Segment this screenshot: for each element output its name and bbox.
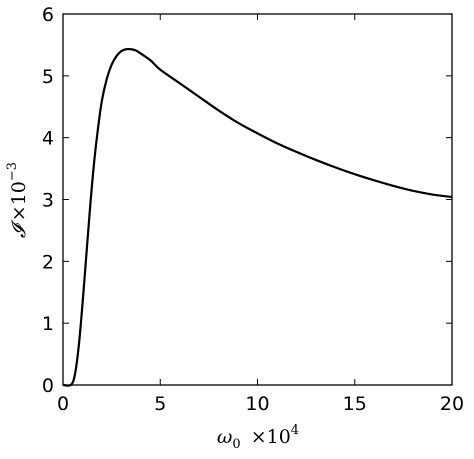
x-tick-label: 15	[343, 393, 367, 415]
y-tick-label: 3	[42, 190, 54, 212]
plot-frame	[62, 13, 453, 386]
plot-area	[62, 47, 453, 387]
axis-tick-labels: 0 5 10 15 20 0 1 2 3 4 5 6	[42, 4, 464, 415]
y-tick-label: 1	[42, 313, 54, 335]
x-tick-label: 5	[154, 393, 166, 415]
series-line	[62, 47, 453, 387]
x-axis-label: ω0 ×104	[217, 423, 299, 452]
x-tick-label: 10	[245, 393, 269, 415]
axis-ticks	[62, 13, 453, 386]
y-tick-label: 0	[42, 375, 54, 397]
x-tick-label: 0	[57, 393, 69, 415]
y-axis-label: 𝓘×10−3	[5, 162, 30, 238]
y-tick-label: 2	[42, 251, 54, 273]
y-tick-label: 5	[42, 66, 54, 88]
y-tick-label: 4	[42, 128, 54, 150]
y-tick-label: 6	[42, 4, 54, 26]
x-tick-label: 20	[440, 393, 464, 415]
